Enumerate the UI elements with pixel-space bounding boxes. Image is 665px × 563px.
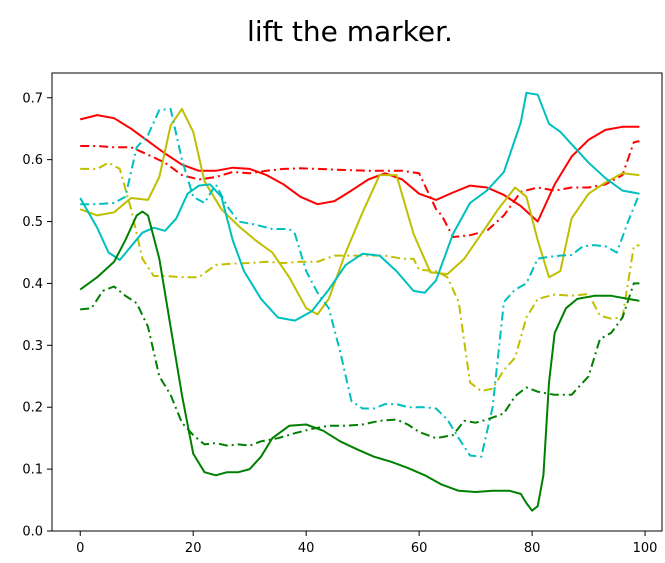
plot-area-frame bbox=[51, 72, 663, 532]
y-tick-label: 0.7 bbox=[22, 91, 43, 106]
series-line-4 bbox=[80, 161, 640, 393]
x-tick-label: 40 bbox=[298, 541, 315, 556]
y-axis: 0.0 0.1 0.2 0.3 0.4 0.5 0.6 0.7 bbox=[22, 91, 52, 540]
y-tick-label: 0.0 bbox=[22, 525, 43, 540]
x-tick-label: 100 bbox=[633, 541, 658, 556]
series-line-1 bbox=[79, 114, 640, 223]
x-tick-label: 20 bbox=[185, 541, 202, 556]
y-tick-label: 0.4 bbox=[22, 277, 43, 292]
y-tick-label: 0.5 bbox=[22, 215, 43, 230]
series-line-2 bbox=[80, 140, 640, 238]
series-line-6 bbox=[80, 107, 641, 458]
series-line-7 bbox=[79, 210, 640, 512]
x-tick-label: 60 bbox=[411, 541, 428, 556]
series-layer bbox=[79, 91, 641, 512]
y-tick-label: 0.6 bbox=[22, 153, 43, 168]
y-tick-label: 0.2 bbox=[22, 401, 43, 416]
y-tick-label: 0.1 bbox=[22, 463, 43, 478]
x-tick-label: 0 bbox=[76, 541, 84, 556]
x-tick-label: 80 bbox=[524, 541, 541, 556]
series-line-8 bbox=[80, 282, 640, 447]
chart-title: lift the marker. bbox=[247, 15, 453, 48]
series-line-5 bbox=[79, 91, 640, 322]
y-tick-label: 0.3 bbox=[22, 339, 43, 354]
series-line-3 bbox=[79, 107, 640, 316]
x-axis: 0 20 40 60 80 100 bbox=[76, 531, 657, 556]
